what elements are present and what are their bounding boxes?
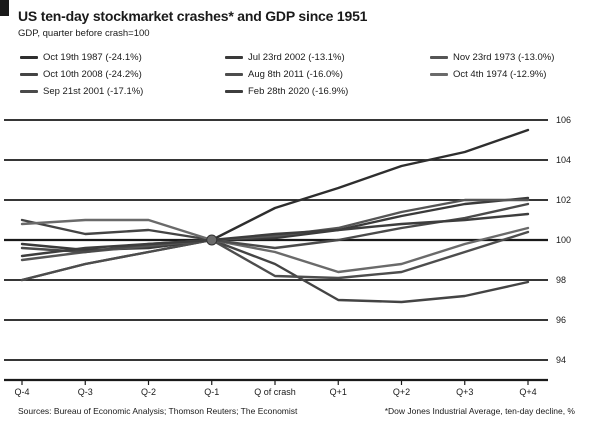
- legend-label: Aug 8th 2011 (-16.0%): [248, 69, 343, 80]
- series-line: [20, 196, 530, 252]
- x-tick-label: Q-4: [14, 387, 29, 397]
- chart-subtitle: GDP, quarter before crash=100: [18, 28, 150, 39]
- legend: Oct 19th 1987 (-24.1%) Jul 23rd 2002 (-13…: [20, 52, 580, 112]
- x-tick-label: Q-2: [141, 387, 156, 397]
- legend-swatch: [20, 56, 38, 59]
- legend-swatch: [430, 56, 448, 59]
- legend-swatch: [225, 73, 243, 76]
- legend-swatch: [225, 56, 243, 59]
- legend-item: Oct 10th 2008 (-24.2%): [20, 69, 142, 80]
- series-line: [20, 218, 530, 274]
- x-tick-label: Q+4: [519, 387, 536, 397]
- chart-title: US ten-day stockmarket crashes* and GDP …: [18, 8, 368, 24]
- x-tick-label: Q-3: [78, 387, 93, 397]
- legend-label: Jul 23rd 2002 (-13.1%): [248, 52, 345, 63]
- y-tick-label: 106: [556, 115, 571, 125]
- legend-label: Oct 19th 1987 (-24.1%): [43, 52, 142, 63]
- x-tick-label: Q+2: [393, 387, 410, 397]
- footnote: *Dow Jones Industrial Average, ten-day d…: [384, 406, 575, 416]
- legend-label: Oct 4th 1974 (-12.9%): [453, 69, 547, 80]
- x-tick-label: Q+3: [456, 387, 473, 397]
- y-tick-label: 94: [556, 355, 566, 365]
- series-line: [20, 202, 530, 254]
- legend-item: Aug 8th 2011 (-16.0%): [225, 69, 343, 80]
- legend-item: Jul 23rd 2002 (-13.1%): [225, 52, 345, 63]
- legend-item: Feb 28th 2020 (-16.9%): [225, 86, 348, 97]
- x-tick-label: Q+1: [330, 387, 347, 397]
- x-tick-label: Q-1: [204, 387, 219, 397]
- legend-swatch: [225, 90, 243, 93]
- legend-item: Oct 4th 1974 (-12.9%): [430, 69, 546, 80]
- y-tick-label: 104: [556, 155, 571, 165]
- legend-item: Nov 23rd 1973 (-13.0%): [430, 52, 554, 63]
- legend-swatch: [20, 73, 38, 76]
- legend-label: Nov 23rd 1973 (-13.0%): [453, 52, 555, 63]
- line-chart: 94 96 98 100 102 104 106 Q-4 Q-3 Q-2 Q-1 Q of crash…: [4, 115, 571, 397]
- y-tick-label: 96: [556, 315, 566, 325]
- legend-label: Feb 28th 2020 (-16.9%): [248, 86, 349, 97]
- series-line: [20, 128, 530, 282]
- series-line: [20, 218, 530, 304]
- legend-swatch: [20, 90, 38, 93]
- legend-swatch: [430, 73, 448, 76]
- series-line: [20, 230, 530, 282]
- y-tick-label: 100: [556, 235, 571, 245]
- legend-label: Sep 21st 2001 (-17.1%): [43, 86, 144, 97]
- index-point-marker: [206, 234, 218, 246]
- y-tick-label: 98: [556, 275, 566, 285]
- corner-mark: [0, 0, 9, 16]
- legend-item: Sep 21st 2001 (-17.1%): [20, 86, 143, 97]
- legend-item: Oct 19th 1987 (-24.1%): [20, 52, 142, 63]
- y-tick-label: 102: [556, 195, 571, 205]
- series-line: [20, 212, 530, 258]
- x-tick-label: Q of crash: [254, 387, 296, 397]
- legend-label: Oct 10th 2008 (-24.2%): [43, 69, 142, 80]
- source-note: Sources: Bureau of Economic Analysis; Th…: [18, 406, 298, 416]
